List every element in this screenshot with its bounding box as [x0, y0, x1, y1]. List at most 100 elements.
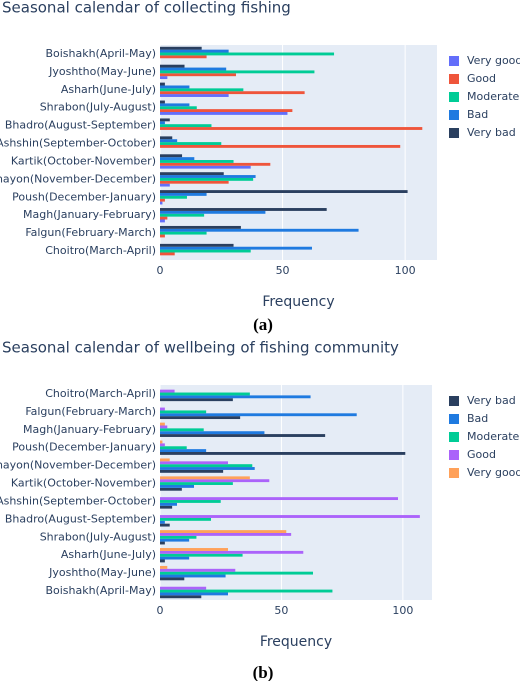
- bar: [160, 502, 177, 506]
- bar: [160, 541, 165, 545]
- legend-swatch: [449, 56, 459, 66]
- bar: [160, 216, 168, 220]
- bar: [160, 124, 212, 128]
- bar: [160, 85, 190, 89]
- bar: [160, 482, 233, 485]
- bar: [160, 479, 270, 483]
- x-axis-label: Frequency: [262, 294, 334, 310]
- chart-title: Seasonal calendar of wellbeing of fishin…: [2, 339, 399, 357]
- y-tick-label: Bhadro(August-September): [5, 512, 156, 525]
- bar: [160, 70, 315, 74]
- y-tick-label: Bhadro(August-September): [5, 119, 156, 132]
- y-tick-label: Kartik(October-November): [11, 154, 156, 167]
- bar: [160, 94, 229, 97]
- bar: [160, 523, 170, 527]
- bar: [160, 395, 311, 399]
- y-tick-label: Choitro(March-April): [45, 244, 156, 257]
- bar: [160, 198, 165, 202]
- legend-swatch: [449, 128, 459, 138]
- bar: [160, 571, 313, 575]
- bar: [160, 106, 197, 110]
- bar: [160, 246, 312, 250]
- bar: [160, 398, 233, 402]
- bar: [160, 517, 211, 521]
- bar: [160, 91, 305, 95]
- bar: [160, 574, 226, 578]
- bar: [160, 243, 234, 247]
- y-tick-label: Ashshin(September-October): [0, 137, 156, 150]
- bar: [160, 109, 293, 113]
- legend-label: Very bad: [467, 126, 516, 139]
- y-tick-label: Asharh(June-July): [61, 83, 156, 96]
- caption: (b): [253, 663, 274, 681]
- bar: [160, 180, 229, 184]
- y-tick-label: Shrabon(July-August): [40, 530, 156, 543]
- plot-area: [160, 385, 432, 600]
- bar: [160, 162, 271, 166]
- bar: [160, 592, 228, 596]
- bar: [160, 192, 207, 196]
- bar: [160, 103, 190, 107]
- bar: [160, 67, 227, 71]
- bar: [160, 142, 222, 145]
- bar: [160, 532, 292, 536]
- plot-area: [160, 45, 437, 260]
- bar: [160, 425, 168, 429]
- bar: [160, 172, 224, 176]
- bar: [160, 190, 408, 193]
- bar: [160, 413, 357, 417]
- bar: [160, 461, 228, 465]
- legend-label: Very good: [467, 466, 520, 479]
- bar: [160, 195, 187, 199]
- bar: [160, 100, 165, 104]
- x-axis-label: Frequency: [260, 634, 332, 650]
- bar: [160, 467, 255, 470]
- bar: [160, 568, 236, 572]
- legend-label: Good: [467, 448, 496, 461]
- bar: [160, 154, 183, 158]
- legend-swatch: [449, 74, 459, 84]
- chart-title: Seasonal calendar of collecting fishing: [2, 0, 291, 17]
- bar: [160, 520, 165, 524]
- x-tick-label: 0: [157, 604, 164, 617]
- bar: [160, 389, 175, 393]
- legend-label: Very bad: [467, 394, 516, 407]
- legend-label: Bad: [467, 412, 488, 425]
- legend-label: Moderate: [467, 430, 520, 443]
- bar: [160, 440, 163, 444]
- bar: [160, 88, 244, 92]
- bar: [160, 565, 168, 569]
- x-tick-label: 100: [392, 604, 413, 617]
- bar: [160, 46, 202, 50]
- y-tick-label: Boishakh(April-May): [45, 47, 156, 60]
- bar: [160, 82, 165, 86]
- legend-swatch: [449, 468, 459, 478]
- bar: [160, 139, 178, 143]
- legend-swatch: [449, 92, 459, 102]
- bar: [160, 407, 165, 411]
- bar: [160, 55, 207, 59]
- y-tick-label: Poush(December-January): [12, 190, 156, 203]
- y-tick-label: Choitro(March-April): [45, 387, 156, 400]
- y-tick-label: Shrabon(July-August): [40, 101, 156, 114]
- bar: [160, 228, 359, 232]
- bar: [160, 464, 253, 468]
- legend-swatch: [449, 396, 459, 406]
- bar: [160, 234, 165, 238]
- bar: [160, 535, 197, 539]
- bar: [160, 175, 256, 178]
- x-tick-label: 50: [274, 604, 288, 617]
- y-tick-label: Asharh(June-July): [61, 548, 156, 561]
- bar: [160, 183, 170, 187]
- bar: [160, 497, 398, 501]
- legend-swatch: [449, 432, 459, 442]
- caption: (a): [253, 315, 273, 334]
- bar: [160, 252, 175, 256]
- bar: [160, 577, 185, 581]
- y-tick-label: Ashshin(September-October): [0, 494, 156, 507]
- bar: [160, 64, 185, 68]
- bar: [160, 73, 236, 77]
- bar: [160, 515, 420, 518]
- legend-label: Moderate: [467, 90, 520, 103]
- y-tick-label: Magh(January-February): [23, 208, 156, 221]
